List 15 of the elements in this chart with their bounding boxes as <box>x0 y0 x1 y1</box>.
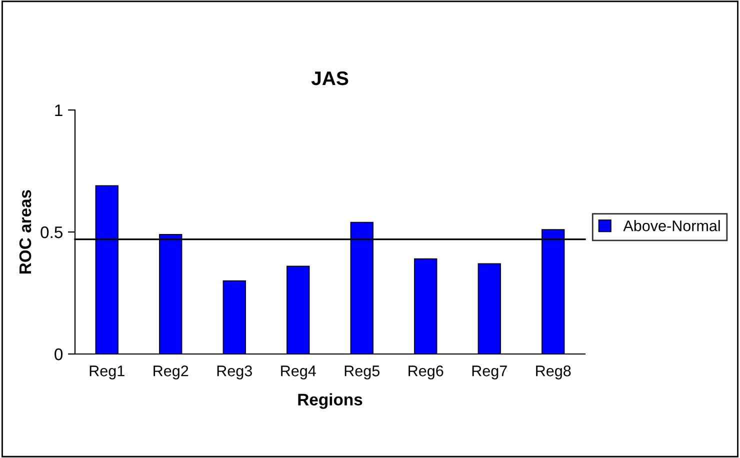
y-tick-label: 0.5 <box>40 226 62 238</box>
x-tick-label: Reg5 <box>344 366 380 380</box>
x-tick-label: Reg8 <box>536 366 571 380</box>
chart-title: JAS <box>311 71 348 86</box>
legend-label: Above-Normal <box>623 220 720 232</box>
y-axis-title: ROC areas <box>19 190 32 274</box>
x-tick-label: Reg2 <box>154 366 188 380</box>
x-tick-label: Reg1 <box>90 366 124 380</box>
x-tick-label: Reg6 <box>408 366 444 380</box>
x-axis-title: Regions <box>298 393 362 409</box>
y-tick-label: 1 <box>55 104 62 116</box>
y-tick-label: 0 <box>54 348 63 360</box>
x-tick-label: Reg3 <box>217 366 252 380</box>
x-tick-label: Reg4 <box>281 366 316 380</box>
x-tick-label: Reg7 <box>472 366 507 380</box>
